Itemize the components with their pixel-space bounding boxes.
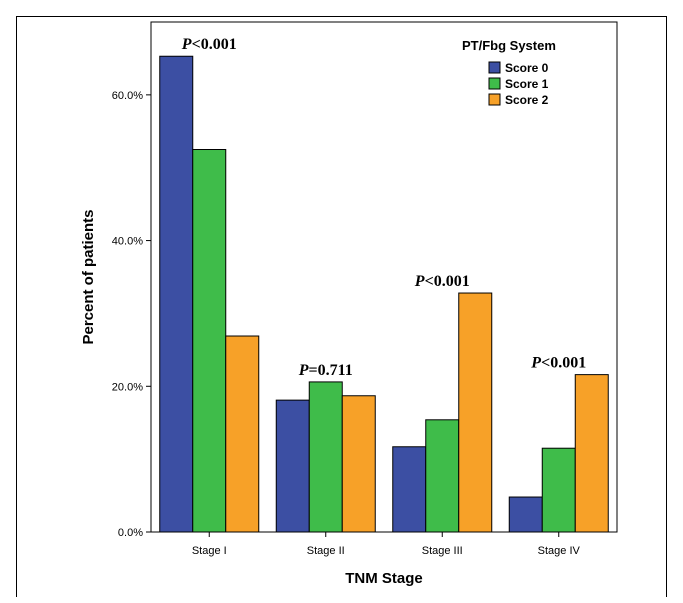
legend-swatch [488, 93, 501, 106]
legend: PT/Fbg System Score 0 Score 1 Score 2 [462, 38, 556, 107]
plot-area [150, 21, 618, 533]
legend-swatch [488, 77, 501, 90]
p-value-label: P<0.001 [181, 36, 237, 53]
p-value-label: P=0.711 [298, 362, 353, 379]
x-tick-label: Stage II [307, 545, 345, 557]
y-tick-label: 0.0% [118, 527, 143, 539]
bar-score-2 [225, 335, 260, 533]
bar-score-1 [541, 447, 576, 533]
x-axis: Stage I Stage II Stage III Stage IV [192, 532, 581, 557]
bar-score-2 [574, 374, 609, 533]
bar-score-0 [275, 399, 310, 533]
y-tick-label: 60.0% [112, 90, 143, 102]
legend-label: Score 0 [505, 61, 549, 75]
y-axis: 0.0% 20.0% 40.0% 60.0% [112, 90, 151, 539]
bar-score-0 [159, 55, 194, 533]
x-axis-title: TNM Stage [345, 570, 423, 587]
plot-border [150, 21, 618, 533]
legend-label: Score 1 [505, 77, 549, 91]
bar-score-2 [341, 395, 376, 533]
y-tick-label: 20.0% [112, 381, 143, 393]
y-axis-title: Percent of patients [80, 209, 97, 344]
y-tick-label: 40.0% [112, 236, 143, 248]
p-value-annotations: P<0.001 P=0.711 P<0.001 P<0.001 [181, 36, 586, 379]
bars [159, 55, 609, 533]
bar-score-0 [392, 446, 427, 533]
bar-score-1 [425, 419, 460, 533]
legend-swatch [488, 61, 501, 74]
p-value-label: P<0.001 [414, 273, 470, 290]
x-tick-label: Stage IV [538, 545, 581, 557]
legend-label: Score 2 [505, 93, 549, 107]
bar-score-1 [308, 381, 343, 533]
x-tick-label: Stage I [192, 545, 227, 557]
legend-title: PT/Fbg System [462, 38, 556, 53]
bar-score-2 [458, 292, 493, 533]
x-tick-label: Stage III [422, 545, 463, 557]
chart-frame [16, 16, 667, 597]
p-value-label: P<0.001 [530, 355, 586, 372]
bar-score-1 [192, 149, 227, 533]
bar-score-0 [508, 496, 543, 533]
